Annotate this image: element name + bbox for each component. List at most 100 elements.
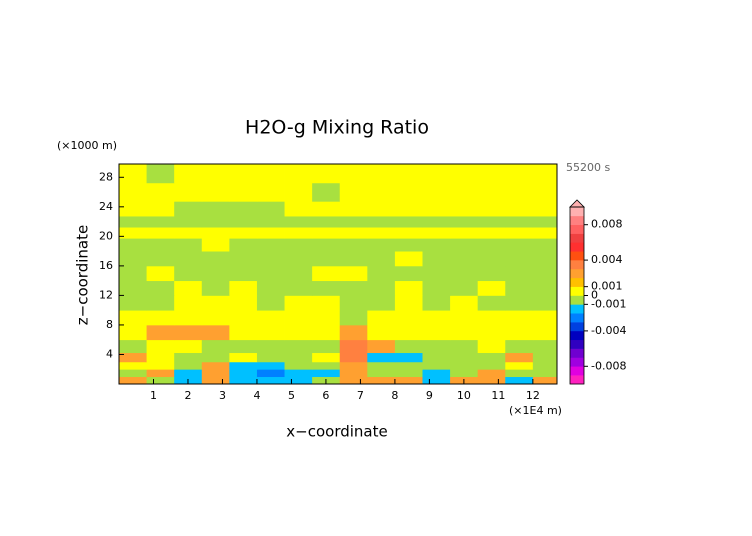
contour-cell <box>422 164 451 184</box>
contour-cell <box>229 280 258 296</box>
contour-cell <box>422 324 451 341</box>
contour-cell <box>394 164 423 184</box>
colorbar-tick-label: -0.001 <box>591 297 626 310</box>
contour-cell <box>119 369 147 378</box>
contour-cell <box>394 265 423 282</box>
contour-cell <box>339 182 368 202</box>
contour-cell <box>505 324 534 341</box>
contour-cell <box>119 182 147 202</box>
contour-cell <box>284 182 313 202</box>
contour-cell <box>505 265 534 282</box>
contour-cell <box>532 352 558 363</box>
colorbar-band <box>570 251 584 261</box>
contour-cell <box>422 352 451 363</box>
contour-cell <box>450 182 479 202</box>
contour-cell <box>450 164 479 184</box>
contour-cell <box>256 310 285 326</box>
contour-cell <box>119 295 147 311</box>
contour-cell <box>532 369 558 378</box>
contour-cell <box>312 238 341 252</box>
contour-cell <box>119 339 147 354</box>
contour-cell <box>174 227 203 239</box>
contour-cell <box>229 216 258 228</box>
contour-cell <box>146 227 175 239</box>
contour-cell <box>339 376 368 385</box>
contour-cell <box>477 238 506 252</box>
contour-cell <box>532 295 558 311</box>
contour-cell <box>367 280 396 296</box>
contour-cell <box>450 295 479 311</box>
contour-cell <box>422 201 451 217</box>
contour-cell <box>229 352 258 363</box>
contour-cell <box>339 251 368 267</box>
contour-cell <box>367 227 396 239</box>
contour-cell <box>477 164 506 184</box>
contour-cell <box>201 216 230 228</box>
contour-cell <box>394 295 423 311</box>
contour-cell <box>422 339 451 354</box>
contour-cell <box>505 164 534 184</box>
contour-cell <box>284 352 313 363</box>
contour-cell <box>256 164 285 184</box>
contour-cell <box>174 238 203 252</box>
contour-cell <box>367 295 396 311</box>
contour-cell <box>201 310 230 326</box>
x-tick-label: 7 <box>357 389 364 402</box>
contour-cell <box>312 369 341 378</box>
contour-cell <box>201 369 230 378</box>
contour-cell <box>450 361 479 370</box>
contour-cell <box>146 216 175 228</box>
colorbar-tick-label: 0.004 <box>591 253 623 266</box>
contour-cell <box>394 352 423 363</box>
contour-cell <box>284 339 313 354</box>
contour-cell <box>201 164 230 184</box>
contour-cell <box>450 369 479 378</box>
contour-cell <box>256 251 285 267</box>
contour-cell <box>477 295 506 311</box>
contour-cell <box>256 361 285 370</box>
contour-cell <box>477 182 506 202</box>
contour-cell <box>312 251 341 267</box>
contour-cell <box>394 216 423 228</box>
contour-cell <box>312 280 341 296</box>
contour-cell <box>367 182 396 202</box>
contour-cell <box>312 310 341 326</box>
contour-cell <box>394 238 423 252</box>
contour-cell <box>422 182 451 202</box>
x-tick-label: 9 <box>426 389 433 402</box>
contour-cell <box>284 227 313 239</box>
contour-cell <box>394 361 423 370</box>
contour-cell <box>367 164 396 184</box>
contour-cell <box>201 182 230 202</box>
contour-cell <box>284 310 313 326</box>
contour-cell <box>229 182 258 202</box>
contour-cell <box>119 376 147 385</box>
contour-cell <box>256 201 285 217</box>
x-tick-label: 1 <box>150 389 157 402</box>
contour-cell <box>174 324 203 341</box>
contour-cell <box>256 227 285 239</box>
contour-cell <box>119 280 147 296</box>
y-tick-label: 20 <box>99 229 113 242</box>
contour-cell <box>477 216 506 228</box>
contour-cell <box>312 216 341 228</box>
contour-cell <box>422 361 451 370</box>
contour-cell <box>256 324 285 341</box>
contour-cell <box>229 339 258 354</box>
colorbar-band <box>570 304 584 314</box>
contour-cell <box>146 310 175 326</box>
contour-cell <box>532 324 558 341</box>
contour-cell <box>174 251 203 267</box>
contour-cell <box>119 310 147 326</box>
contour-cell <box>394 201 423 217</box>
x-tick-label: 5 <box>288 389 295 402</box>
colorbar-band <box>570 215 584 225</box>
x-unit: (×1E4 m) <box>509 404 562 417</box>
contour-cell <box>119 227 147 239</box>
colorbar-band <box>570 268 584 279</box>
y-tick-label: 8 <box>106 318 113 331</box>
contour-cell <box>422 251 451 267</box>
contour-cell <box>229 295 258 311</box>
contour-cell <box>505 251 534 267</box>
